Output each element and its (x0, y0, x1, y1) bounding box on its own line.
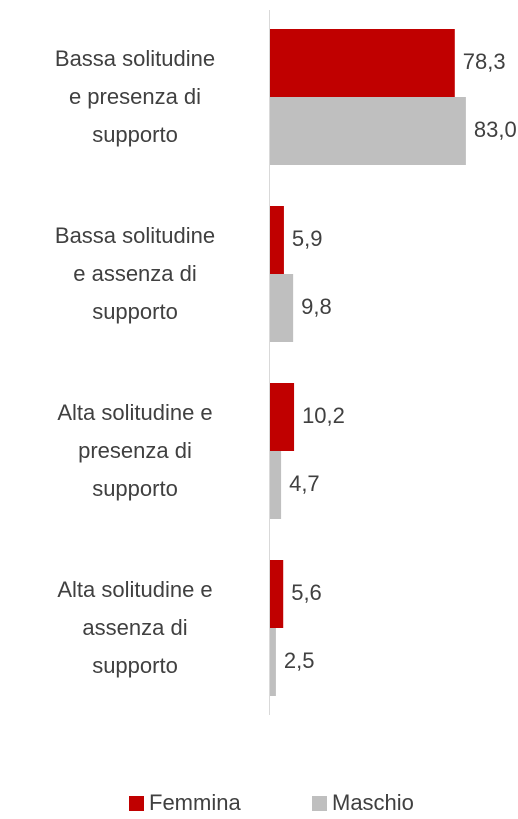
bar (270, 274, 294, 342)
value-label: 5,6 (291, 580, 322, 605)
category-label: Bassa solitudine e presenza di supporto (54, 46, 216, 147)
bar (270, 628, 276, 696)
category-label: Alta solitudine e presenza di supporto (57, 400, 213, 501)
legend-label: Maschio (332, 790, 414, 815)
value-label: 2,5 (284, 648, 315, 673)
value-label: 83,0 (474, 117, 517, 142)
bar (270, 560, 284, 628)
legend-label: Femmina (149, 790, 241, 815)
bar (270, 383, 295, 451)
value-label: 4,7 (289, 471, 320, 496)
value-label: 5,9 (292, 226, 323, 251)
legend-swatch (129, 796, 144, 811)
bar (270, 206, 284, 274)
bar (270, 97, 466, 165)
value-label: 9,8 (301, 294, 332, 319)
value-label: 78,3 (463, 49, 506, 74)
category-label: Bassa solitudine e assenza di supporto (54, 223, 216, 324)
category-label: Alta solitudine e assenza di supporto (57, 577, 213, 678)
value-label: 10,2 (302, 403, 345, 428)
legend-swatch (312, 796, 327, 811)
bar (270, 451, 282, 519)
bar (270, 29, 455, 97)
